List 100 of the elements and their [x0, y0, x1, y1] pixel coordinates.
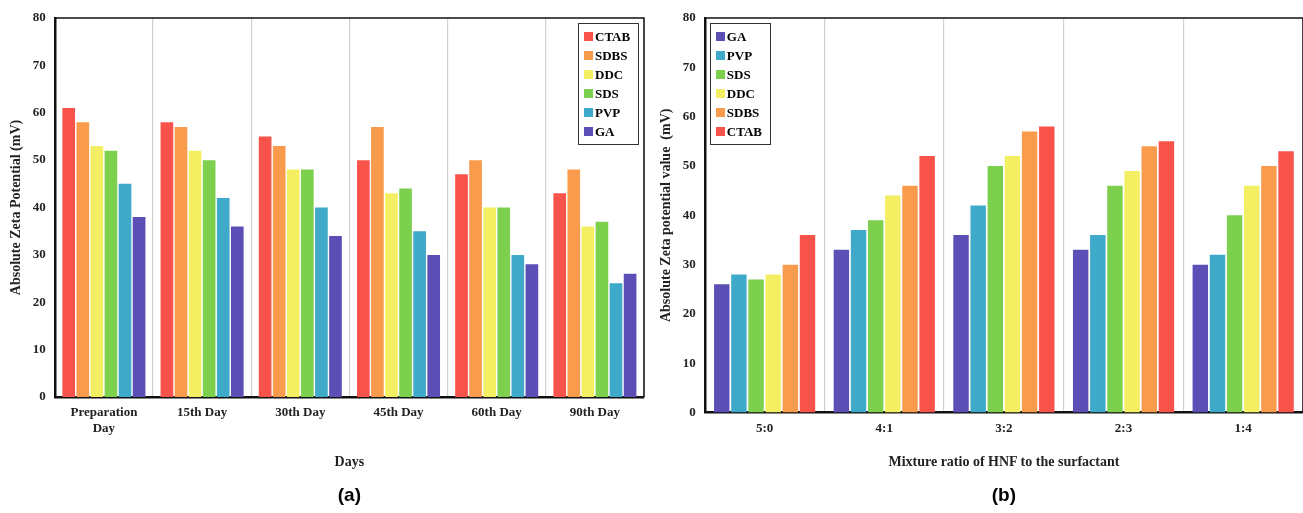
bar: [1278, 151, 1294, 413]
bar: [987, 165, 1004, 413]
bar: [329, 235, 342, 397]
y-tick-label: 60: [682, 108, 696, 124]
bar: [1107, 185, 1123, 413]
bar: [202, 160, 216, 397]
legend-label: SDBS: [726, 104, 760, 121]
bar: [174, 126, 188, 397]
y-tick-label: 60: [32, 104, 46, 120]
bar: [385, 193, 398, 397]
bar: [62, 108, 76, 397]
y-axis-title: Absolute Zeta Potential (mV): [8, 119, 25, 296]
bar: [371, 126, 384, 397]
y-tick-label: 40: [682, 206, 696, 222]
bar: [1192, 264, 1209, 413]
bar: [970, 205, 986, 413]
bar: [272, 145, 286, 397]
bar: [188, 150, 202, 397]
bar: [1072, 249, 1089, 413]
legend-label: SDBS: [595, 47, 628, 64]
bar: [782, 264, 799, 413]
x-axis-title: Days: [334, 454, 365, 470]
x-tick-label: 2:3: [1114, 419, 1133, 435]
bar: [469, 160, 482, 397]
y-tick-label: 80: [682, 9, 696, 25]
bar: [833, 249, 850, 413]
bar: [315, 207, 328, 397]
x-tick-label: 3:2: [995, 419, 1013, 435]
legend-label: GA: [726, 28, 747, 45]
bar: [623, 273, 637, 397]
legend-label: SDS: [595, 85, 619, 102]
bar: [919, 156, 935, 413]
y-tick-label: 40: [32, 198, 46, 214]
bar: [731, 274, 747, 413]
x-tick-label: 5:0: [755, 419, 774, 435]
bar: [1209, 254, 1226, 413]
y-tick-label: 0: [39, 388, 46, 404]
y-tick-label: 10: [682, 354, 696, 370]
y-tick-label: 50: [682, 157, 696, 173]
x-tick-label: 90th Day: [569, 404, 621, 420]
y-tick-label: 30: [682, 255, 696, 271]
bar: [160, 122, 174, 397]
x-tick-label: Preparation Day: [70, 404, 139, 435]
y-tick-label: 80: [32, 9, 46, 25]
bar: [748, 279, 764, 413]
bar: [553, 193, 567, 397]
legend-label: DDC: [595, 66, 624, 83]
bar: [427, 254, 441, 397]
legend-label: CTAB: [595, 28, 631, 45]
bar: [455, 174, 468, 397]
bar: [799, 235, 816, 413]
y-tick-label: 0: [689, 403, 696, 419]
bar: [1124, 170, 1140, 413]
bar: [1141, 146, 1157, 413]
x-tick-label: 4:1: [875, 419, 893, 435]
bar: [567, 169, 581, 397]
bar: [581, 226, 595, 397]
y-tick-label: 70: [32, 56, 46, 72]
bar: [413, 231, 426, 397]
bar: [1158, 141, 1175, 413]
bar: [525, 264, 539, 397]
legend-label: SDS: [726, 66, 751, 83]
bar: [1039, 126, 1055, 413]
legend-label: CTAB: [726, 123, 762, 140]
bar: [399, 188, 412, 397]
legend-label: DDC: [726, 85, 755, 102]
bar: [1021, 131, 1038, 413]
bar: [286, 169, 300, 397]
bar: [1004, 156, 1021, 413]
x-tick-label: 15th Day: [177, 404, 228, 420]
bar: [132, 216, 146, 397]
bar: [765, 274, 781, 413]
bar: [850, 230, 867, 413]
bar: [609, 283, 623, 397]
bar: [118, 183, 132, 397]
text: (b): [991, 484, 1017, 506]
bar: [216, 198, 230, 397]
y-axis-title: Absolute Zeta potential value (mV): [658, 108, 675, 323]
bar: [356, 160, 370, 397]
x-tick-label: 30th Day: [275, 404, 326, 420]
bar: [714, 284, 730, 413]
y-tick-label: 70: [682, 58, 696, 74]
text: (a): [337, 484, 362, 506]
x-tick-label: 45th Day: [373, 404, 425, 420]
bar: [258, 136, 272, 397]
bar: [1226, 215, 1243, 413]
y-tick-label: 30: [32, 246, 46, 262]
x-tick-label: 60th Day: [471, 404, 523, 420]
bar: [595, 221, 609, 397]
bar: [497, 207, 511, 397]
y-tick-label: 50: [32, 151, 46, 167]
x-tick-label: 1:4: [1234, 419, 1253, 435]
bar: [90, 145, 104, 397]
legend-label: GA: [595, 123, 615, 140]
bar: [230, 226, 244, 397]
bar: [1261, 165, 1277, 413]
bar: [76, 122, 90, 397]
bar: [953, 235, 969, 413]
bar: [301, 169, 314, 397]
bar: [511, 254, 525, 397]
